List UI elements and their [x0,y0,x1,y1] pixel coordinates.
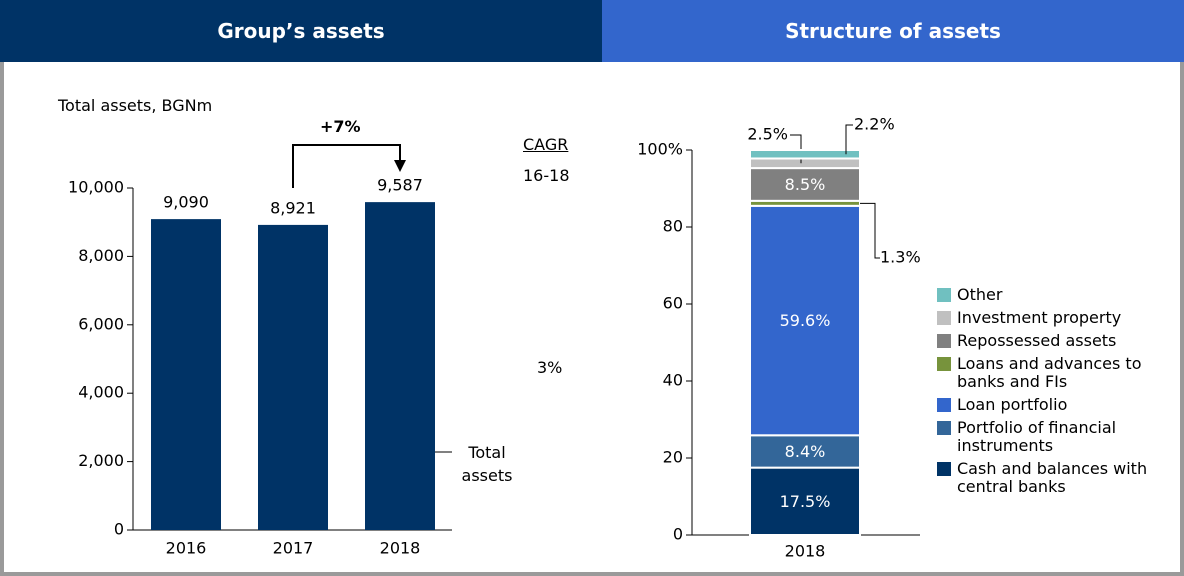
bar-segment [749,149,861,160]
bar-segment [749,157,861,170]
growth-arrow [394,160,406,172]
bar-segment [749,434,861,469]
legend-label: Other [957,285,1003,304]
value-label: 9,090 [163,193,209,212]
growth-bracket [292,144,401,188]
cagr-value: 3% [537,358,563,377]
y-tick-label: 10,000 [68,178,124,197]
legend-swatch [937,311,951,325]
legend-label: Cash and balances with central banks [957,459,1148,496]
bar [151,219,221,530]
legend-swatch [937,462,951,476]
cagr-period: 16-18 [523,166,570,185]
y-tick-label: 2,000 [78,451,124,470]
legend-swatch [937,334,951,348]
legend-item: Repossessed assets [937,332,1182,350]
value-label: 8.5% [785,175,826,194]
legend-item: Loans and advances to banks and FIs [937,355,1182,391]
bar-segment [749,204,861,437]
leader-line [845,124,853,155]
growth-label: +7% [320,117,361,136]
y-tick-label: 40 [663,371,683,390]
x-tick-label: 2016 [166,539,207,558]
x-tick-label: 2018 [785,542,826,561]
value-label: 2.2% [854,115,895,134]
legend-swatch [937,421,951,435]
x-tick-label: 2017 [273,539,314,558]
value-label: 1.3% [880,248,921,267]
value-label: 2.5% [747,125,788,144]
value-label: 17.5% [780,492,831,511]
value-label: 59.6% [780,311,831,330]
legend-item: Loan portfolio [937,396,1182,414]
header-right: Structure of assets [602,0,1184,62]
y-tick-label: 20 [663,448,683,467]
y-tick-label: 80 [663,217,683,236]
legend-item: Investment property [937,309,1182,327]
bar [365,202,435,530]
bar [258,224,328,530]
legend-swatch [937,288,951,302]
legend-label: Loan portfolio [957,395,1068,414]
subtitle: Total assets, BGNm [58,96,213,115]
x-tick-label: 2018 [380,539,421,558]
y-tick-label: 0 [114,520,124,539]
cagr-label: CAGR [523,135,569,154]
y-tick-label: 4,000 [78,383,124,402]
legend-label: Investment property [957,308,1122,327]
bar-segment [749,466,861,536]
header-left: Group’s assets [0,0,602,62]
y-tick-label: 100% [637,140,683,159]
y-tick-label: 60 [663,294,683,313]
y-tick-label: 8,000 [78,246,124,265]
value-label: 9,587 [377,176,423,195]
legend-swatch [937,398,951,412]
legend-item: Cash and balances with central banks [937,460,1182,496]
y-tick-label: 6,000 [78,314,124,333]
legend-item: Other [937,286,1182,304]
series-label: Total assets [461,443,513,485]
legend: Other Investment property Repossessed asse… [937,286,1182,496]
legend-label: Portfolio of financial instruments [957,418,1117,455]
value-label: 8.4% [785,442,826,461]
legend-swatch [937,357,951,371]
legend-label: Loans and advances to banks and FIs [957,354,1142,391]
legend-label: Repossessed assets [957,331,1117,350]
legend-item: Portfolio of financial instruments [937,419,1182,455]
leader-line [860,202,880,259]
y-tick-label: 0 [673,525,683,544]
value-label: 8,921 [270,198,316,217]
